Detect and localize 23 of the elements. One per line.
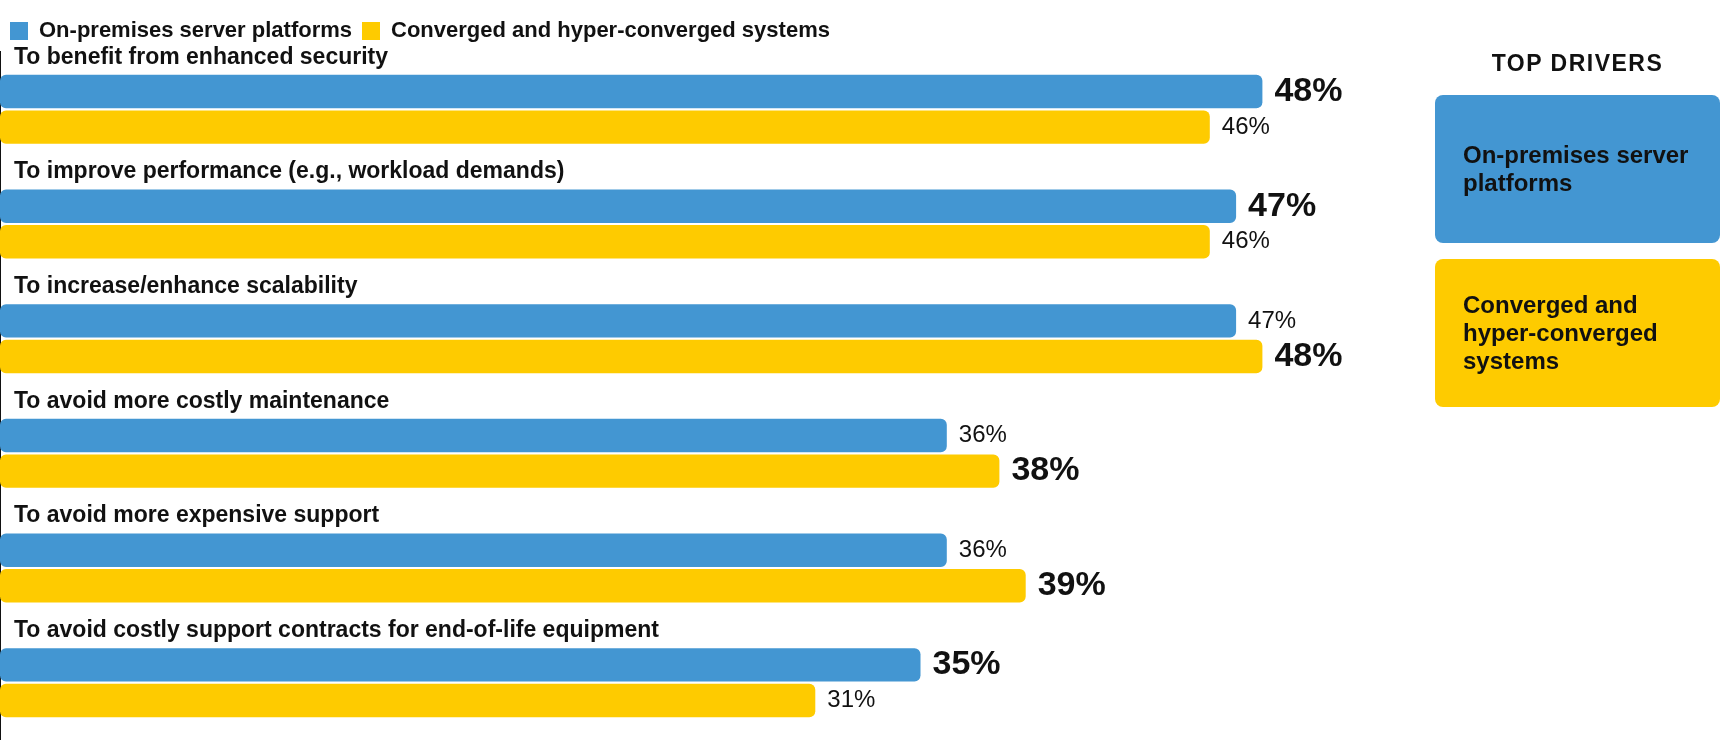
data-label: 31% bbox=[827, 685, 876, 713]
y-tick-label: To avoid more expensive support bbox=[14, 501, 380, 528]
data-label: 36% bbox=[958, 534, 1007, 562]
y-tick-label: To benefit from enhanced security bbox=[14, 42, 389, 69]
data-label: 38% bbox=[1011, 449, 1080, 488]
legend-label: On-premises server platforms bbox=[39, 17, 353, 43]
y-tick-label: To increase/enhance scalability bbox=[14, 272, 358, 299]
y-tick-label: To avoid more costly maintenance bbox=[14, 386, 390, 413]
text: Converged and hyper-converged systems bbox=[1435, 259, 1720, 407]
data-label: 48% bbox=[1274, 334, 1343, 373]
text: TOP DRIVERS bbox=[1490, 50, 1665, 77]
data-label: 46% bbox=[1221, 226, 1270, 254]
data-label: 35% bbox=[932, 643, 1001, 682]
y-tick-label: To avoid costly support contracts for end-of-life equipment bbox=[14, 616, 660, 643]
data-label: 48% bbox=[1274, 69, 1343, 108]
y-tick-label: To improve performance (e.g., workload demands) bbox=[14, 157, 565, 184]
legend-label: Converged and hyper-converged systems bbox=[391, 17, 830, 43]
data-label: 36% bbox=[958, 420, 1007, 448]
data-label: 39% bbox=[1037, 564, 1106, 603]
data-label: 47% bbox=[1248, 305, 1297, 333]
data-label: 46% bbox=[1221, 111, 1270, 139]
data-label: 47% bbox=[1248, 184, 1317, 223]
text: On-premises server platforms bbox=[1435, 95, 1720, 243]
